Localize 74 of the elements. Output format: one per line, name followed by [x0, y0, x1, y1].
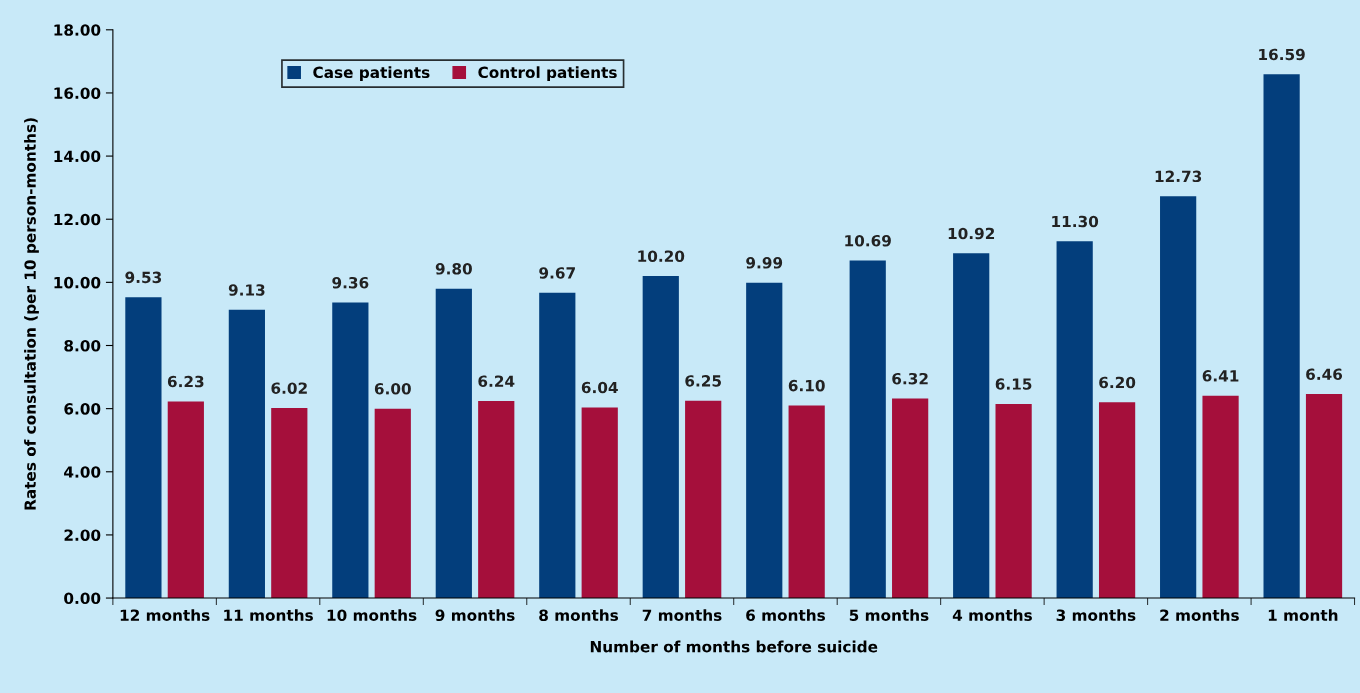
y-tick-label: 10.00 [54, 276, 101, 289]
bar [849, 260, 886, 599]
data-label: 6.24 [478, 375, 515, 387]
data-label: 9.53 [125, 271, 162, 284]
x-tick-label: 9 months [435, 609, 515, 621]
data-label: 6.20 [1099, 376, 1136, 389]
bar [1305, 394, 1343, 599]
data-label: 9.99 [746, 257, 783, 269]
data-label: 6.32 [892, 372, 928, 385]
bar [228, 309, 265, 599]
y-tick-label: 12.00 [54, 213, 101, 226]
bar [788, 405, 825, 599]
x-tick-label: 3 months [1056, 609, 1136, 621]
data-label: 10.69 [845, 234, 891, 247]
x-tick-label: 10 months [327, 609, 417, 621]
bar [125, 297, 162, 599]
bar [1056, 241, 1093, 599]
x-tick-label: 7 months [642, 609, 722, 621]
y-tick-label: 14.00 [54, 150, 101, 163]
bar [642, 276, 679, 599]
bar [435, 288, 472, 599]
bar [581, 407, 618, 599]
y-axis-title: Rates of consultation (per 10 person-months) [24, 118, 39, 510]
legend-label: Case patients [313, 66, 430, 82]
data-label: 16.59 [1259, 48, 1305, 61]
data-label: 6.10 [788, 379, 825, 392]
data-label: 6.04 [581, 381, 618, 394]
x-tick-label: 11 months [224, 609, 313, 621]
x-tick-label: 6 months [746, 609, 825, 621]
bar [746, 282, 783, 599]
data-label: 9.67 [539, 267, 575, 279]
y-tick-label: 4.00 [64, 466, 101, 478]
data-label: 10.20 [638, 250, 685, 262]
data-label: 10.92 [948, 227, 995, 240]
bar [892, 398, 929, 599]
x-tick-label: 2 months [1160, 609, 1239, 621]
x-tick-label: 4 months [952, 609, 1032, 621]
data-label: 6.41 [1202, 370, 1239, 382]
bar [1202, 395, 1239, 599]
bar [374, 408, 411, 599]
data-label: 6.23 [167, 375, 204, 388]
x-axis-title: Number of months before suicide [590, 640, 878, 653]
y-tick-label: 2.00 [64, 529, 101, 541]
y-tick-label: 8.00 [64, 339, 101, 352]
bar [1160, 196, 1197, 599]
data-label: 11.30 [1052, 215, 1099, 228]
bar [953, 253, 990, 599]
bar [685, 400, 722, 599]
data-label: 6.15 [995, 378, 1032, 390]
data-label: 12.73 [1155, 170, 1202, 183]
x-tick-label: 8 months [539, 609, 619, 621]
data-label: 6.25 [685, 375, 721, 387]
data-label: 6.00 [374, 383, 411, 395]
y-tick-label: 0.00 [64, 592, 101, 605]
bar [478, 401, 515, 599]
data-label: 9.80 [435, 263, 472, 275]
bar [995, 403, 1032, 599]
bar [271, 408, 308, 599]
x-tick-label: 12 months [120, 609, 210, 621]
data-label: 6.46 [1306, 368, 1343, 381]
bar [1263, 74, 1300, 599]
bar [332, 302, 369, 599]
y-tick-label: 16.00 [54, 87, 101, 99]
bar [167, 401, 204, 599]
bar [1098, 402, 1136, 599]
data-label: 6.02 [271, 382, 307, 394]
x-tick-label: 1 month [1268, 609, 1338, 621]
y-tick-label: 6.00 [64, 403, 101, 415]
bar [539, 292, 576, 599]
data-label: 9.36 [332, 276, 369, 289]
legend-label: Control patients [478, 66, 617, 82]
data-label: 9.13 [228, 284, 265, 296]
x-tick-label: 5 months [849, 609, 929, 621]
y-tick-label: 18.00 [54, 24, 101, 36]
